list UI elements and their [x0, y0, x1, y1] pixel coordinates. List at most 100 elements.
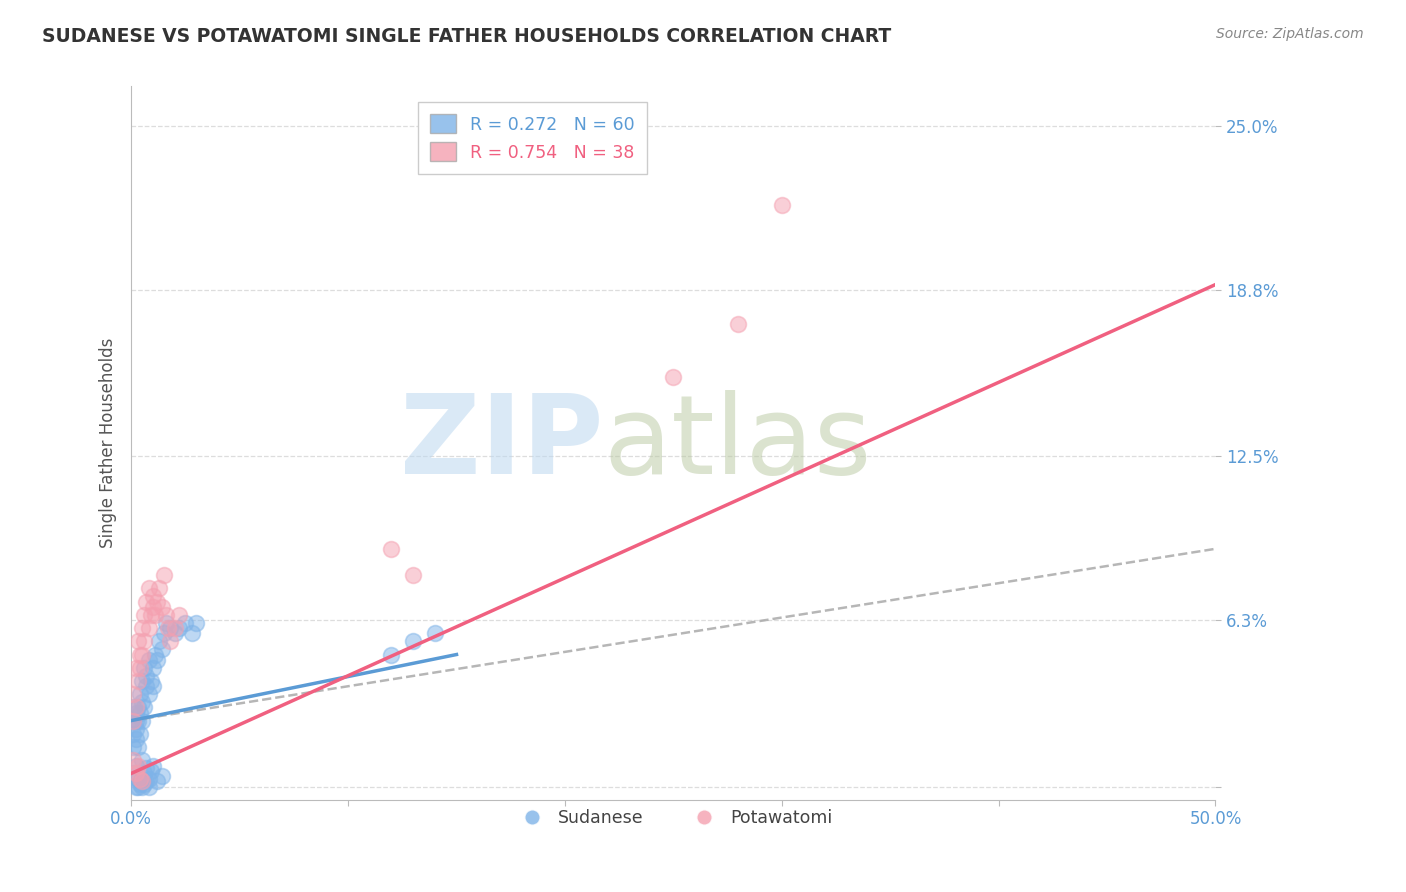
- Point: [129, 648, 152, 662]
- Point: [129, 772, 152, 786]
- Point: [127, 758, 149, 772]
- Point: [139, 764, 162, 778]
- Text: ZIP: ZIP: [399, 390, 603, 497]
- Point: [159, 634, 181, 648]
- Point: [124, 700, 146, 714]
- Y-axis label: Single Father Households: Single Father Households: [100, 338, 117, 549]
- Point: [167, 621, 190, 635]
- Point: [127, 700, 149, 714]
- Point: [138, 621, 160, 635]
- Point: [142, 590, 165, 604]
- Point: [167, 607, 190, 622]
- Point: [159, 621, 181, 635]
- Point: [129, 774, 152, 789]
- Point: [122, 766, 145, 780]
- Point: [122, 739, 145, 754]
- Point: [135, 679, 157, 693]
- Point: [138, 772, 160, 786]
- Point: [155, 615, 177, 630]
- Point: [135, 595, 157, 609]
- Point: [129, 727, 152, 741]
- Point: [662, 370, 685, 384]
- Point: [148, 582, 170, 596]
- Point: [770, 198, 793, 212]
- Point: [380, 541, 402, 556]
- Point: [124, 706, 146, 720]
- Point: [138, 687, 160, 701]
- Point: [134, 661, 156, 675]
- Point: [135, 668, 157, 682]
- Point: [127, 780, 149, 794]
- Point: [163, 626, 186, 640]
- Point: [157, 621, 180, 635]
- Text: Source: ZipAtlas.com: Source: ZipAtlas.com: [1216, 27, 1364, 41]
- Point: [150, 769, 173, 783]
- Point: [174, 615, 197, 630]
- Legend: Sudanese, Potawatomi: Sudanese, Potawatomi: [508, 802, 839, 834]
- Point: [131, 780, 153, 794]
- Point: [402, 568, 425, 582]
- Point: [127, 772, 149, 786]
- Point: [131, 774, 153, 789]
- Point: [150, 599, 173, 614]
- Point: [124, 722, 146, 736]
- Point: [138, 582, 160, 596]
- Point: [124, 661, 146, 675]
- Point: [127, 673, 149, 688]
- Point: [380, 648, 402, 662]
- Point: [146, 774, 169, 789]
- Point: [122, 687, 145, 701]
- Point: [131, 753, 153, 767]
- Point: [155, 607, 177, 622]
- Point: [131, 621, 153, 635]
- Point: [142, 661, 165, 675]
- Point: [138, 780, 160, 794]
- Point: [134, 766, 156, 780]
- Point: [727, 317, 749, 331]
- Point: [134, 634, 156, 648]
- Point: [127, 634, 149, 648]
- Point: [138, 653, 160, 667]
- Point: [148, 634, 170, 648]
- Point: [131, 648, 153, 662]
- Point: [124, 714, 146, 728]
- Point: [131, 673, 153, 688]
- Point: [122, 700, 145, 714]
- Point: [139, 607, 162, 622]
- Point: [143, 607, 166, 622]
- Point: [142, 758, 165, 772]
- Point: [122, 727, 145, 741]
- Point: [134, 700, 156, 714]
- Point: [124, 758, 146, 772]
- Point: [143, 648, 166, 662]
- Point: [152, 626, 174, 640]
- Point: [150, 642, 173, 657]
- Point: [402, 634, 425, 648]
- Point: [129, 706, 152, 720]
- Point: [146, 595, 169, 609]
- Point: [142, 599, 165, 614]
- Point: [127, 714, 149, 728]
- Point: [163, 621, 186, 635]
- Point: [146, 653, 169, 667]
- Point: [129, 661, 152, 675]
- Point: [124, 780, 146, 794]
- Point: [134, 777, 156, 791]
- Point: [131, 714, 153, 728]
- Point: [129, 687, 152, 701]
- Point: [135, 774, 157, 789]
- Point: [122, 714, 145, 728]
- Point: [135, 761, 157, 775]
- Point: [423, 626, 446, 640]
- Point: [186, 615, 208, 630]
- Point: [181, 626, 204, 640]
- Point: [122, 714, 145, 728]
- Point: [124, 766, 146, 780]
- Text: atlas: atlas: [603, 390, 872, 497]
- Point: [122, 753, 145, 767]
- Text: SUDANESE VS POTAWATOMI SINGLE FATHER HOUSEHOLDS CORRELATION CHART: SUDANESE VS POTAWATOMI SINGLE FATHER HOU…: [42, 27, 891, 45]
- Point: [142, 679, 165, 693]
- Point: [134, 607, 156, 622]
- Point: [139, 673, 162, 688]
- Point: [131, 695, 153, 709]
